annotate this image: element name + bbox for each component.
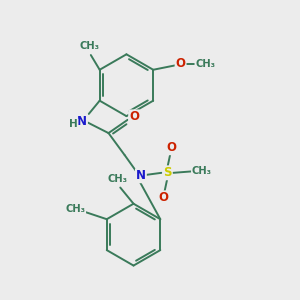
Text: O: O bbox=[167, 141, 177, 154]
Text: CH₃: CH₃ bbox=[65, 204, 85, 214]
Text: S: S bbox=[163, 166, 172, 179]
Text: H: H bbox=[69, 119, 77, 129]
Text: O: O bbox=[158, 191, 168, 204]
Text: CH₃: CH₃ bbox=[107, 174, 127, 184]
Text: CH₃: CH₃ bbox=[195, 59, 215, 69]
Text: N: N bbox=[136, 169, 146, 182]
Text: CH₃: CH₃ bbox=[192, 166, 212, 176]
Text: O: O bbox=[129, 110, 139, 123]
Text: N: N bbox=[77, 115, 87, 128]
Text: O: O bbox=[176, 57, 186, 70]
Text: CH₃: CH₃ bbox=[80, 41, 99, 51]
